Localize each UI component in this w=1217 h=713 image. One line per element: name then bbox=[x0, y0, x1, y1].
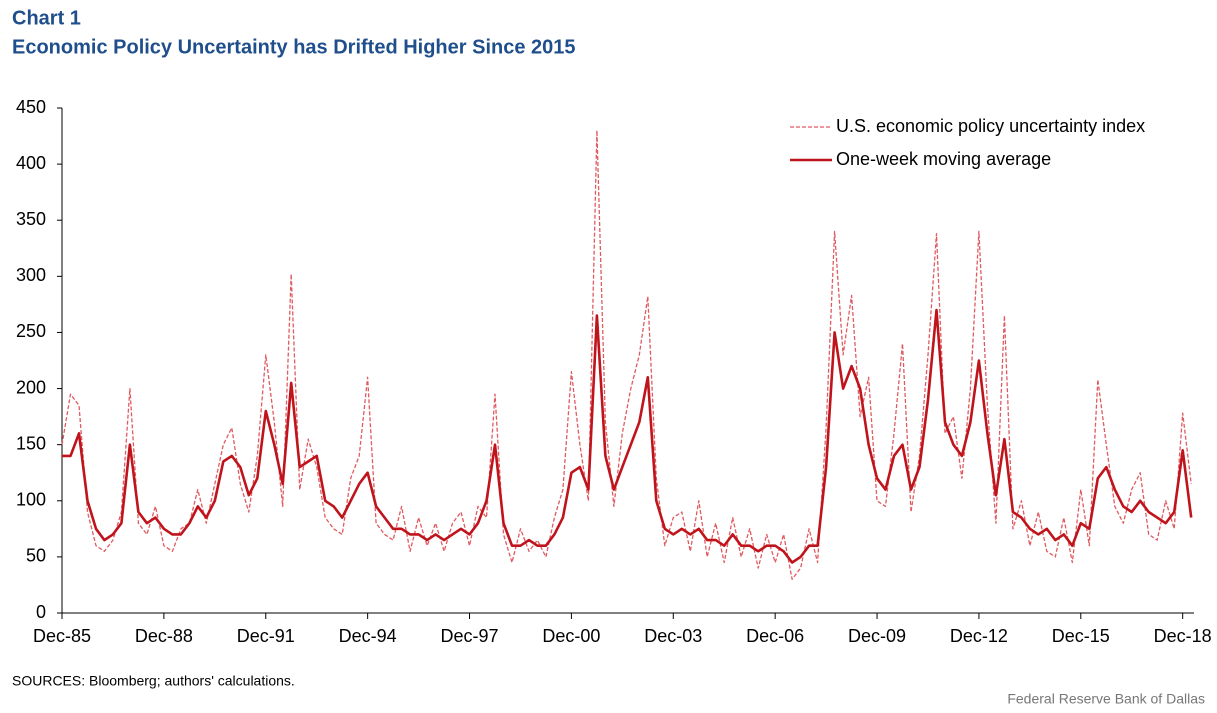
series-line bbox=[61, 129, 1192, 580]
legend-label: One-week moving average bbox=[836, 149, 1051, 169]
y-tick-label: 50 bbox=[26, 546, 46, 566]
y-tick-label: 0 bbox=[36, 602, 46, 622]
y-tick-label: 400 bbox=[16, 153, 46, 173]
x-tick-label: Dec-97 bbox=[441, 626, 499, 646]
x-tick-label: Dec-06 bbox=[746, 626, 804, 646]
x-tick-label: Dec-88 bbox=[135, 626, 193, 646]
series-line bbox=[62, 308, 1193, 564]
x-tick-label: Dec-12 bbox=[950, 626, 1008, 646]
x-tick-label: Dec-94 bbox=[339, 626, 397, 646]
x-tick-label: Dec-85 bbox=[33, 626, 91, 646]
y-tick-label: 300 bbox=[16, 265, 46, 285]
y-tick-label: 150 bbox=[16, 433, 46, 453]
x-tick-label: Dec-00 bbox=[542, 626, 600, 646]
y-tick-label: 250 bbox=[16, 321, 46, 341]
source-note: SOURCES: Bloomberg; authors' calculation… bbox=[12, 673, 295, 689]
y-tick-label: 450 bbox=[16, 97, 46, 117]
y-tick-label: 100 bbox=[16, 490, 46, 510]
legend-label: U.S. economic policy uncertainty index bbox=[836, 116, 1145, 136]
x-tick-label: Dec-09 bbox=[848, 626, 906, 646]
x-tick-label: Dec-91 bbox=[237, 626, 295, 646]
credit: Federal Reserve Bank of Dallas bbox=[1007, 691, 1205, 707]
x-tick-label: Dec-18 bbox=[1154, 626, 1212, 646]
x-tick-label: Dec-03 bbox=[644, 626, 702, 646]
chart-subtitle: Economic Policy Uncertainty has Drifted … bbox=[12, 36, 576, 58]
y-tick-label: 200 bbox=[16, 377, 46, 397]
chart-title: Chart 1 bbox=[12, 7, 81, 29]
x-tick-label: Dec-15 bbox=[1052, 626, 1110, 646]
y-tick-label: 350 bbox=[16, 209, 46, 229]
